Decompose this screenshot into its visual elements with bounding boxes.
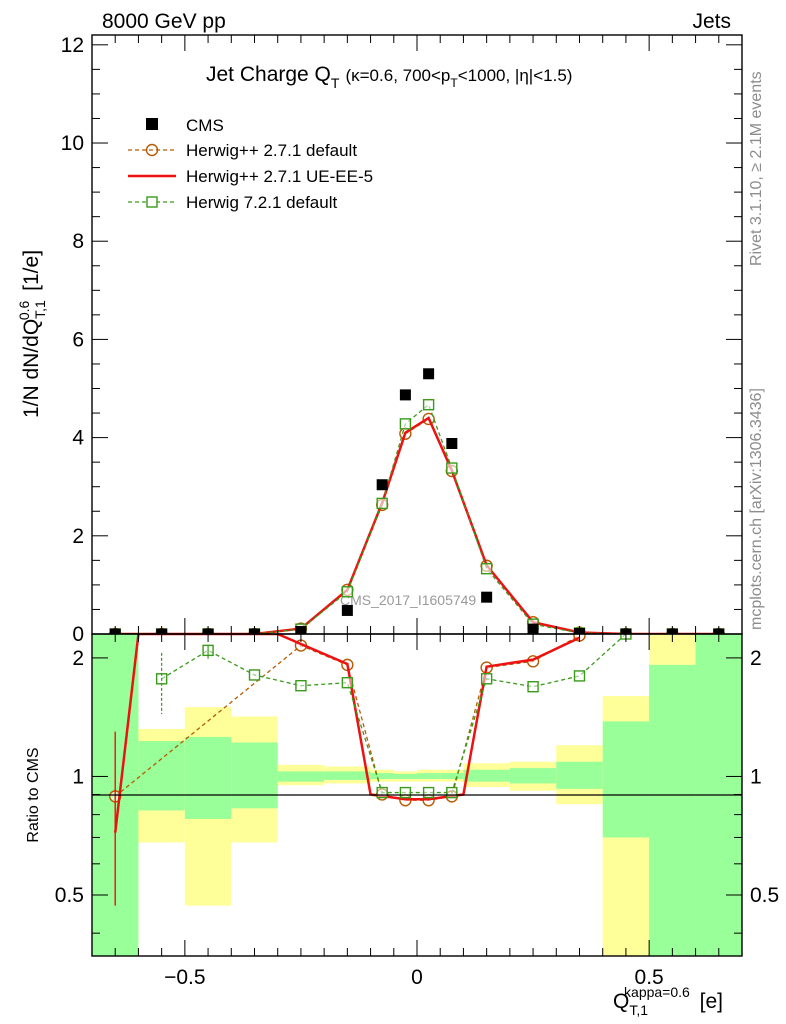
ratio-point-herwig-7-2-1-default-4: [341, 677, 354, 689]
ratio-band-green-7: [393, 773, 417, 780]
ratio-tick-label-right-2: 2: [750, 647, 762, 670]
header-right: Jets: [692, 10, 731, 33]
ratio-band-green-8: [417, 773, 441, 780]
analysis-watermark: CMS_2017_I1605749: [340, 592, 476, 608]
ratio-tick-label-right-1: 1: [750, 765, 762, 788]
ratio-band-green-5: [324, 771, 371, 780]
ratio-band-green-11: [509, 768, 557, 784]
y-tick-label-2: 4: [72, 427, 84, 450]
ratio-point-herwig-7-2-1-default-7: [422, 786, 435, 799]
point-herwig-7-2-1-default-5: [341, 586, 354, 598]
ratio-tick-label-left-2: 2: [72, 647, 84, 670]
plot-title-cond-1: (κ=0.6, 700<p: [345, 66, 450, 85]
point-herwig-7-2-1-default-6: [376, 497, 388, 510]
ratio-point-herwig-7-2-1-default-2: [248, 669, 261, 681]
ratio-band-green-3: [231, 742, 278, 809]
x-tick-label-2: 0.5: [635, 966, 664, 989]
plot-title-sub: T: [331, 75, 340, 91]
point-herwig-7-2-1-default-10: [480, 562, 493, 575]
y-tick-label-6: 12: [61, 34, 84, 57]
point-herwig-2-7-1-default-8: [422, 412, 435, 426]
point-cms-9: [446, 437, 458, 449]
y-tick-label-4: 8: [72, 230, 84, 253]
ratio-point-herwig-7-2-1-default-9: [480, 673, 493, 685]
ratio-uncertainty-bands: [92, 634, 742, 956]
ratio-tick-label-left-0: 0.5: [55, 884, 84, 907]
ratio-band-green-1: [138, 741, 185, 811]
mcplots-info: mcplots.cern.ch [arXiv:1306.3436]: [748, 388, 765, 630]
point-herwig-7-2-1-default-7: [399, 418, 412, 430]
ratio-y-axis-label: Ratio to CMS: [25, 747, 42, 842]
ratio-band-green-6: [370, 773, 394, 780]
ratio-point-herwig-7-2-1-default-10: [527, 681, 539, 693]
legend-label-herwigpp-default: Herwig++ 2.7.1 default: [186, 141, 357, 160]
y-tick-label-1: 2: [72, 525, 84, 548]
ratio-tick-label-right-0: 0.5: [750, 884, 779, 907]
legend-label-cms: CMS: [186, 116, 224, 135]
ratio-line-herwig-2-7-1-ue-ee-5: [113, 634, 581, 833]
plot-title: Jet Charge QT (κ=0.6, 700<pT<1000, |η|<1.…: [206, 63, 572, 91]
ratio-line-herwig-2-7-1-default: [114, 634, 580, 801]
legend-marker-herwigpp-default: [145, 143, 159, 157]
header-left: 8000 GeV pp: [102, 10, 226, 33]
ratio-point-herwig-7-2-1-default-8: [446, 786, 458, 799]
x-tick-label-1: 0: [411, 966, 423, 989]
ratio-band-green-12: [556, 761, 603, 789]
ratio-tick-label-left-1: 1: [72, 765, 84, 788]
plot-title-cond-2: T: [450, 76, 458, 90]
legend-label-herwigpp-ueee5: Herwig++ 2.7.1 UE-EE-5: [186, 167, 373, 186]
ratio-point-herwig-7-2-1-default-6: [399, 786, 412, 799]
legend-marker-herwig7-default: [146, 196, 158, 208]
y-tick-label-5: 10: [61, 132, 84, 155]
point-cms-6: [376, 479, 388, 491]
ratio-band-green-13: [602, 721, 650, 838]
plot-title-main: Jet Charge Q: [206, 63, 331, 86]
point-herwig-7-2-1-default-8: [422, 399, 435, 411]
y-axis-label: 1/N dN/dQT,10.6 [1/e]: [16, 250, 48, 418]
ratio-band-green-2: [184, 736, 232, 819]
y-tick-label-3: 6: [72, 328, 84, 351]
x-tick-label-0: −0.5: [164, 966, 205, 989]
point-cms-10: [481, 591, 493, 603]
ratio-point-herwig-7-2-1-default-11: [573, 670, 586, 682]
ratio-point-herwig-7-2-1-default-5: [376, 786, 388, 799]
ratio-band-green-9: [440, 773, 464, 780]
point-cms-8: [423, 368, 435, 380]
ratio-band-green-10: [463, 769, 510, 782]
ratio-band-green-14: [649, 664, 696, 956]
x-axis-label: QT,1kappa=0.6 [e]: [613, 984, 723, 1018]
ratio-point-herwig-7-2-1-default-3: [295, 679, 307, 692]
y-tick-label-0: 0: [72, 623, 84, 646]
legend-marker-cms: [146, 118, 158, 130]
rivet-info: Rivet 3.1.10, ≥ 2.1M events: [748, 71, 765, 266]
ratio-band-green-4: [277, 771, 325, 782]
point-herwig-7-2-1-default-9: [446, 462, 458, 474]
point-cms-7: [399, 389, 411, 401]
legend-label-herwig7-default: Herwig 7.2.1 default: [186, 193, 337, 212]
point-cms-5: [341, 604, 353, 616]
legend: CMS Herwig++ 2.7.1 default Herwig++ 2.7.…: [128, 116, 373, 212]
plot-title-cond-3: <1000, |η|<1.5): [458, 66, 573, 85]
